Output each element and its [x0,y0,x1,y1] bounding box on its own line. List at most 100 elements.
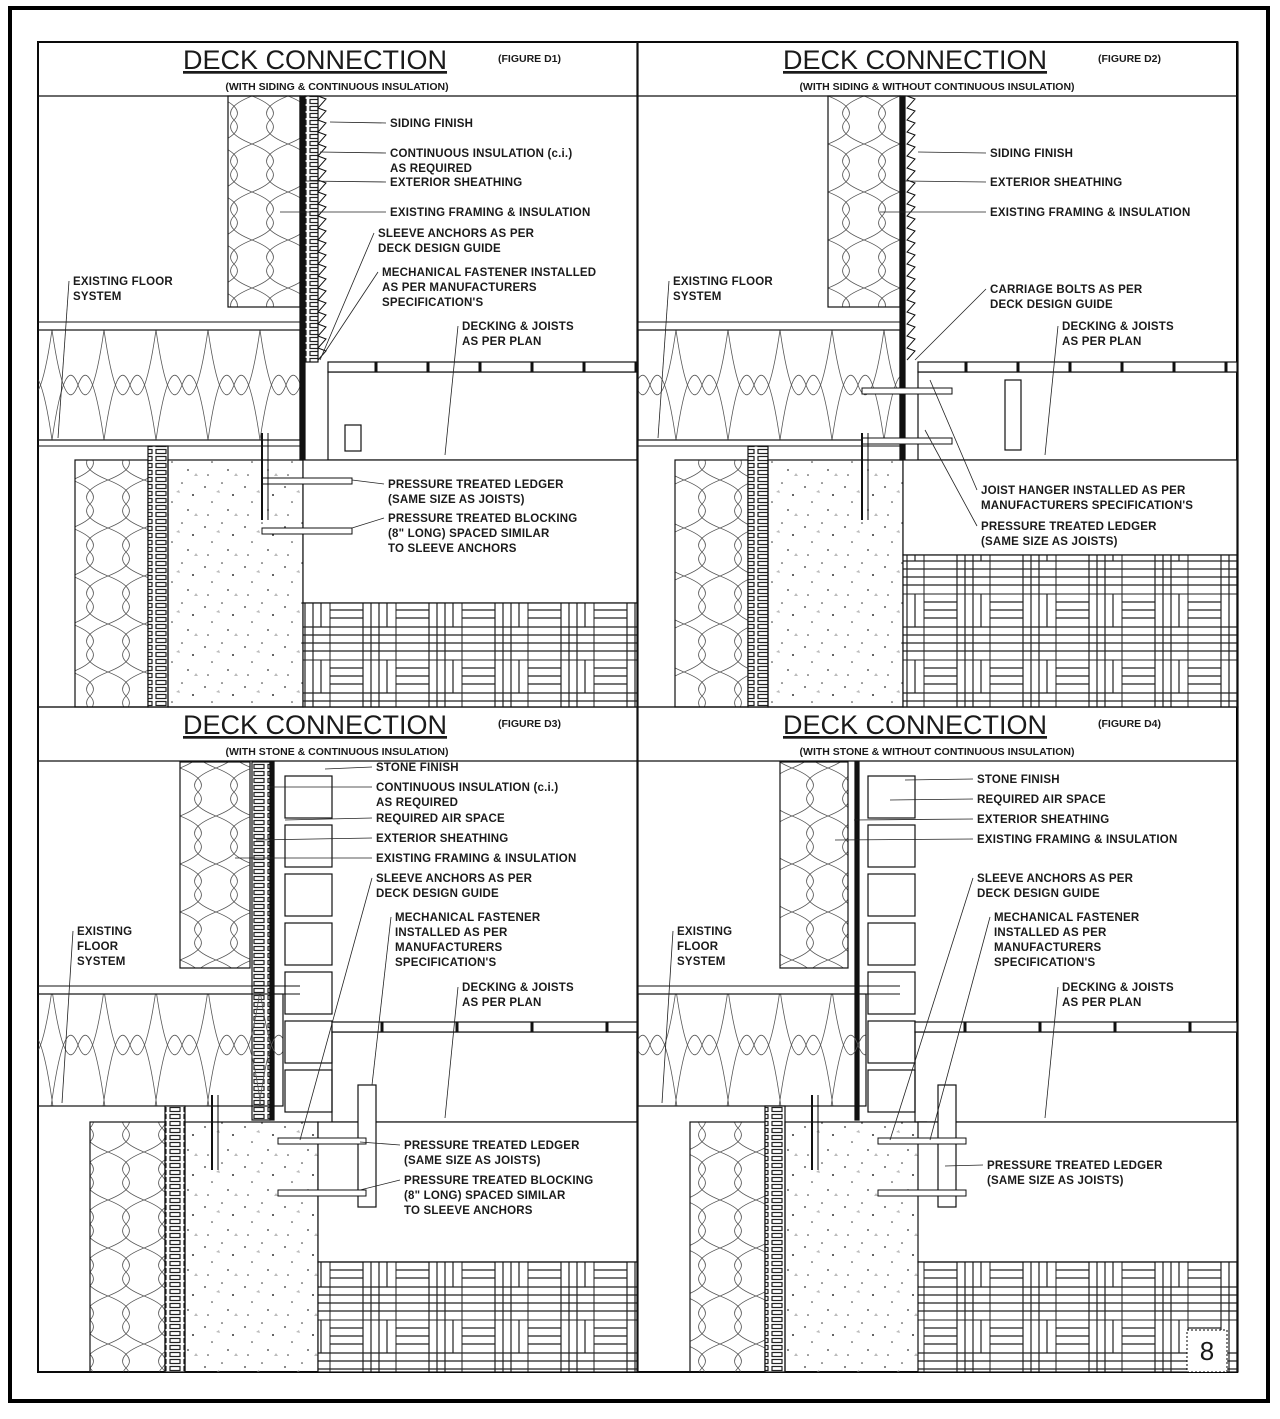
figure-number: (FIGURE D2) [1098,53,1161,65]
leader [834,838,974,841]
stone [284,1020,333,1064]
callout: MECHANICAL FASTENER [395,912,541,924]
leader [351,517,385,529]
callout: PRESSURE TREATED LEDGER [981,521,1157,533]
callout: SLEEVE ANCHORS AS PER [376,873,533,885]
joist-space [331,1031,638,1123]
leader [444,986,459,1119]
anchor-bolt [861,387,953,395]
callout: MECHANICAL FASTENER [994,912,1140,924]
stone [284,775,333,819]
leader [299,877,373,1141]
joist-space [917,371,1238,461]
anchor-bolt [877,1189,967,1197]
stone [284,873,333,917]
callout: REQUIRED AIR SPACE [977,794,1106,806]
details: DECK CONNECTION (FIGURE D1) (WITH SIDING &… [37,41,1239,1373]
foundation-insulation [674,459,749,708]
stone [867,971,916,1015]
leader [57,280,70,439]
joist-space [327,371,638,461]
sheathing [899,95,906,461]
callout: SLEEVE ANCHORS AS PER [378,228,535,240]
sheathing [299,95,306,461]
ledger [917,1121,1238,1263]
block-wall [147,445,169,708]
callout: PRESSURE TREATED BLOCKING [388,513,577,525]
callout: PRESSURE TREATED LEDGER [388,479,564,491]
pavers [317,1261,638,1373]
decking [917,361,1238,373]
callout: (SAME SIZE AS JOISTS) [404,1155,541,1167]
stone [867,775,916,819]
stone [284,824,333,868]
framing-insulation [179,761,251,969]
concrete [784,1121,928,1373]
leader [904,180,987,183]
floor-insulation [637,329,901,441]
callout: EXTERIOR SHEATHING [990,177,1122,189]
panel-title: DECK CONNECTION [183,45,447,75]
callout: (SAME SIZE AS JOISTS) [987,1175,1124,1187]
callout: AS PER PLAN [1062,997,1142,1009]
ledger [302,459,638,604]
callout: TO SLEEVE ANCHORS [404,1205,533,1217]
leader [359,1179,401,1191]
leader [657,280,670,439]
hanger [937,1084,957,1208]
leader [284,817,373,821]
callout: MANUFACTURERS [395,942,503,954]
callout: EXISTING FRAMING & INSULATION [376,853,576,865]
leader [319,151,387,154]
callout: AS REQUIRED [376,797,458,809]
leader [444,325,459,456]
anchor-bolt [261,477,353,485]
block-wall [764,1105,786,1373]
panel-subtitle: (WITH STONE & WITHOUT CONTINUOUS INSULAT… [800,746,1075,758]
hanger [1004,379,1022,451]
figure-number: (FIGURE D4) [1098,718,1161,730]
decking [327,361,638,373]
callout: FLOOR [77,941,119,953]
leader [914,288,987,361]
callout: SYSTEM [677,956,726,968]
pavers [302,602,638,708]
callout: JOIST HANGER INSTALLED AS PER [981,485,1186,497]
callout: PRESSURE TREATED LEDGER [987,1160,1163,1172]
leader [929,916,991,1141]
leader [304,180,387,183]
leader [359,1141,401,1146]
leader [61,930,74,1104]
callout: SYSTEM [73,291,122,303]
figure-number: (FIGURE D3) [498,718,561,730]
leader [889,877,974,1141]
callout: MECHANICAL FASTENER INSTALLED [382,267,596,279]
stone [284,1069,333,1113]
siding [906,95,916,361]
leader [329,121,387,124]
callout: INSTALLED AS PER [994,927,1107,939]
callout: SLEEVE ANCHORS AS PER [977,873,1134,885]
stone [867,922,916,966]
figure-number: (FIGURE D1) [498,53,561,65]
callout: (SAME SIZE AS JOISTS) [981,536,1118,548]
floor-insulation [37,993,284,1107]
block-wall [747,445,769,708]
sheet-border [8,6,1270,1403]
stone [867,873,916,917]
callout: SYSTEM [673,291,722,303]
callout: CONTINUOUS INSULATION (c.i.) [376,782,558,794]
callout: DECKING & JOISTS [1062,982,1174,994]
callout: EXISTING FRAMING & INSULATION [390,207,590,219]
concrete [767,459,904,708]
joist-space [914,1031,1238,1123]
decking [331,1021,638,1033]
callout: SPECIFICATION'S [382,297,483,309]
callout: STONE FINISH [977,774,1060,786]
callout: SIDING FINISH [990,148,1073,160]
callout: EXTERIOR SHEATHING [977,814,1109,826]
callout: AS PER MANUFACTURERS [382,282,537,294]
callout: REQUIRED AIR SPACE [376,813,505,825]
callout: SYSTEM [77,956,126,968]
